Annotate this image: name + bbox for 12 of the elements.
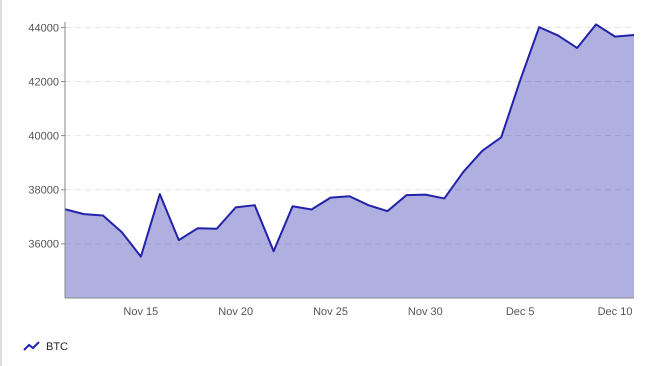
y-tick-label: 42000: [28, 76, 59, 88]
y-tick-label: 40000: [28, 130, 59, 142]
x-tick-label: Dec 10: [598, 306, 632, 318]
x-tick-label: Nov 15: [123, 306, 158, 318]
x-tick-label: Nov 30: [408, 306, 443, 318]
y-tick-label: 38000: [28, 184, 59, 197]
x-tick-label: Nov 25: [313, 306, 348, 318]
y-tick-label: 36000: [28, 238, 59, 251]
y-tick-label: 44000: [28, 22, 59, 34]
legend-label: BTC: [46, 340, 68, 353]
x-tick-label: Dec 5: [506, 306, 535, 318]
x-tick-label: Nov 20: [218, 306, 254, 318]
